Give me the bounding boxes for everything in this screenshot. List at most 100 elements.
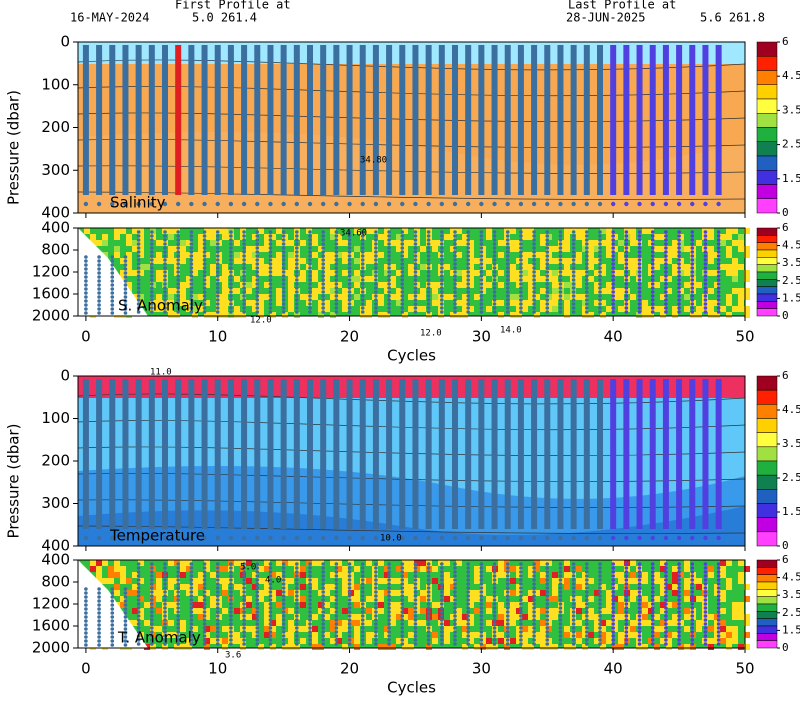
field-cell [564,246,570,252]
profile-dot [519,586,523,590]
profile-dot [176,590,180,594]
field-cell [252,306,258,312]
profile [649,379,656,529]
field-cell [402,566,408,572]
profile-dot [374,618,378,622]
profile-dot [611,634,615,638]
field-cell [510,608,516,614]
field-cell [606,306,612,312]
profile-dot [637,618,642,622]
profile-dot [426,582,431,586]
field-cell [180,620,186,626]
profile-dot [387,242,391,246]
profile-dot [308,302,312,306]
profile-dot [492,278,497,282]
field-cell [168,246,174,252]
field-cell [132,590,138,596]
profile-dot [136,294,141,298]
field-cell [684,560,690,566]
profile-dot [611,582,615,586]
field-cell [678,644,684,650]
field-cell [630,572,636,578]
profile-dot [149,201,155,207]
field-cell [198,264,204,270]
profile-dot [347,586,352,590]
profile-dot [400,270,405,274]
field-cell [234,276,240,282]
field-cell [738,246,744,252]
profile-dot [637,290,642,294]
field-cell [264,620,270,626]
field-cell [198,572,204,578]
field-cell [288,264,294,270]
profile-dot [374,302,378,306]
profile-dot [176,630,180,634]
profile-dot [611,306,615,310]
profile-dot [84,287,88,291]
profile-dot [229,306,233,310]
field-cell [330,288,336,294]
field-cell [618,306,624,312]
profile-dot [84,615,88,619]
field-cell [462,276,468,282]
profile-dot [123,643,128,647]
profile-dot [215,535,220,541]
profile-dot [453,642,457,646]
colorbar-block [756,264,778,273]
profile-dot [558,290,563,294]
profile-dot [637,310,642,314]
field-cell [264,246,270,252]
field-cell [678,288,684,294]
profile-dot [242,242,246,246]
field-cell [726,228,732,234]
profile-dot [426,626,431,630]
profile-dot [334,598,339,602]
profile-dot [466,246,470,250]
field-cell [498,282,504,288]
profile-dot [202,614,207,618]
profile-dot [176,270,180,274]
field-cell [678,240,684,246]
profile-dot [242,286,246,290]
profile-dot [387,590,391,594]
profile-dot [453,570,457,574]
profile-dot [334,310,339,314]
field-cell [528,234,534,240]
field-cell [708,228,714,234]
profile-dot [624,246,629,250]
profile-dot [308,622,312,626]
profile-dot [558,278,563,282]
field-cell [450,294,456,300]
field-cell [264,632,270,638]
profile-dot [611,626,615,630]
profile-dot [492,282,497,286]
profile-dot [176,266,180,270]
profile-dot [84,595,88,599]
field-cell [432,294,438,300]
field-cell [138,578,144,584]
profile-dot [347,582,352,586]
profile-dot [479,246,484,250]
profile-dot [440,302,444,306]
field-cell [612,572,618,578]
field-cell [408,590,414,596]
profile-dot [703,638,708,642]
field-cell [102,578,108,584]
profile-dot [650,582,655,586]
profile-dot [400,626,405,630]
profile [201,379,208,529]
profile-dot [281,246,286,250]
profile-dot [163,574,167,578]
colorbar-label: 0 [782,641,789,654]
field-cell [612,246,618,252]
field-cell [222,300,228,306]
profile-dot [229,626,233,630]
field-cell [450,614,456,620]
profile-dot [558,535,563,541]
field-cell [366,228,372,234]
field-cell [564,572,570,578]
field-cell [720,590,726,596]
field-cell [414,608,420,614]
field-cell [540,252,546,258]
profile-dot [637,282,642,286]
